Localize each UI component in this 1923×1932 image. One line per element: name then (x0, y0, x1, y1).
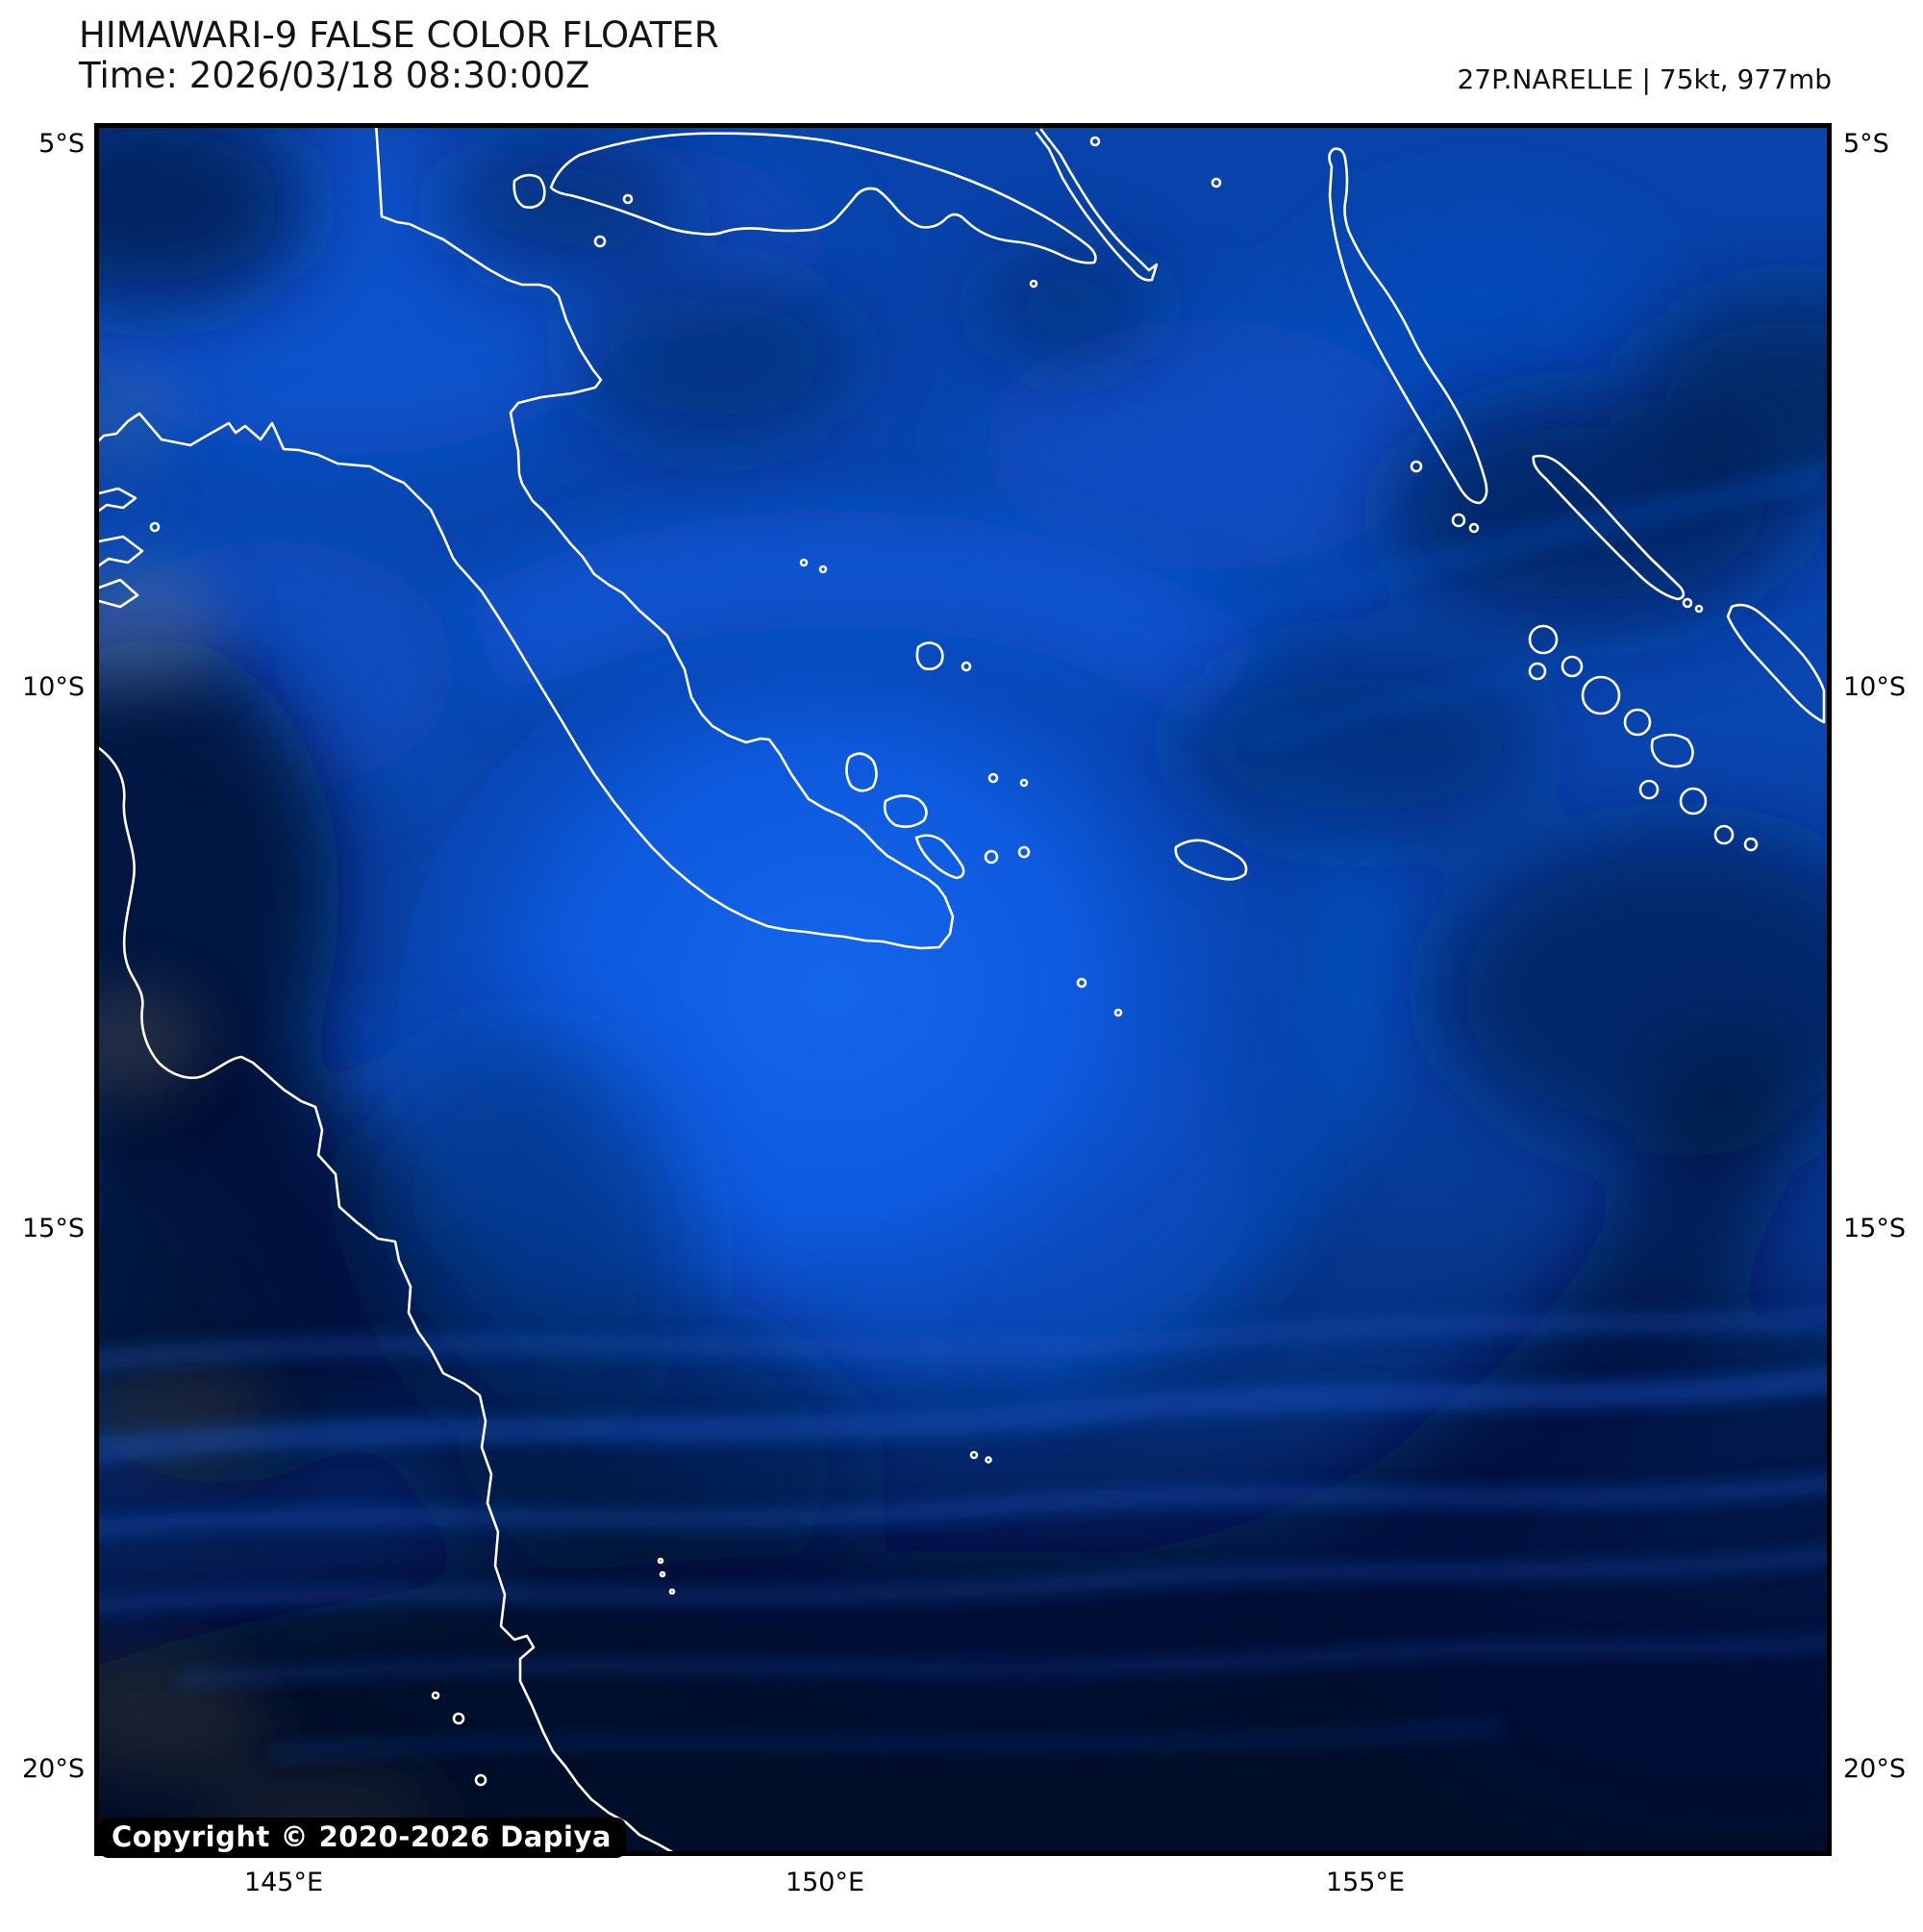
islet (149, 521, 161, 533)
islet-shortland (1451, 513, 1466, 528)
island-new-britain (549, 132, 1097, 264)
island-new-ireland (1035, 128, 1159, 282)
lat-label-left-5s: 5°S (38, 129, 85, 159)
reef-dots (657, 1450, 992, 1595)
satellite-image (99, 128, 1827, 1851)
islet (1694, 604, 1704, 614)
islet (818, 565, 828, 574)
islet (1113, 1008, 1123, 1017)
island-choiseul (1532, 454, 1686, 601)
image-timestamp: Time: 2026/03/18 08:30:00Z (79, 55, 590, 96)
islet (1468, 522, 1480, 534)
island-bougainville (1328, 147, 1488, 505)
islet (1682, 597, 1693, 609)
lat-label-right-5s: 5°S (1843, 129, 1889, 159)
lat-label-left-10s: 10°S (22, 672, 85, 702)
islet (593, 235, 607, 248)
islet (474, 1773, 487, 1787)
islet (961, 661, 972, 672)
lat-label-left-15s: 15°S (22, 1214, 85, 1243)
coastline-australia (99, 746, 674, 1851)
islet (1019, 778, 1029, 788)
island-normanby (914, 834, 965, 880)
lon-label-155e: 155°E (1325, 1868, 1406, 1897)
island-goodenough (845, 752, 878, 792)
islet (431, 1691, 440, 1700)
lat-label-left-20s: 20°S (22, 1754, 85, 1784)
island-woodlark (1174, 839, 1248, 881)
islet (987, 772, 999, 784)
islet (799, 558, 809, 567)
coastlines (99, 128, 1826, 1851)
cirrus-streaks (99, 462, 1827, 1759)
lat-label-right-10s: 10°S (1843, 672, 1906, 702)
copyright-badge: Copyright © 2020-2026 Dapiya (99, 1818, 626, 1858)
islet (1089, 136, 1101, 147)
island-fergusson (883, 794, 928, 828)
low-cloud-grey-patches (99, 368, 445, 1851)
map-frame (94, 123, 1832, 1856)
islet (622, 193, 634, 205)
coastline-papua-delta2 (99, 535, 144, 609)
lon-label-150e: 150°E (785, 1868, 865, 1897)
islet (452, 1712, 465, 1725)
islet (1029, 279, 1038, 289)
islet-ring (1017, 845, 1031, 859)
island-umboi (512, 173, 546, 209)
coastline-new-guinea (99, 128, 955, 950)
islet-ring (984, 849, 999, 865)
storm-info-label: 27P.NARELLE | 75kt, 977mb (1457, 63, 1832, 95)
lat-label-right-20s: 20°S (1843, 1754, 1906, 1784)
island-group-new-georgia (1528, 624, 1759, 852)
island-trobriand (915, 641, 944, 671)
islet (1211, 177, 1222, 188)
islet (1410, 460, 1423, 473)
lat-label-right-15s: 15°S (1843, 1214, 1906, 1243)
island-santa-isabel (1726, 603, 1826, 724)
islet-misima (1076, 977, 1087, 989)
page-title: HIMAWARI-9 FALSE COLOR FLOATER (79, 14, 719, 56)
lon-label-145e: 145°E (243, 1868, 324, 1897)
coastline-papua-delta (99, 487, 137, 513)
